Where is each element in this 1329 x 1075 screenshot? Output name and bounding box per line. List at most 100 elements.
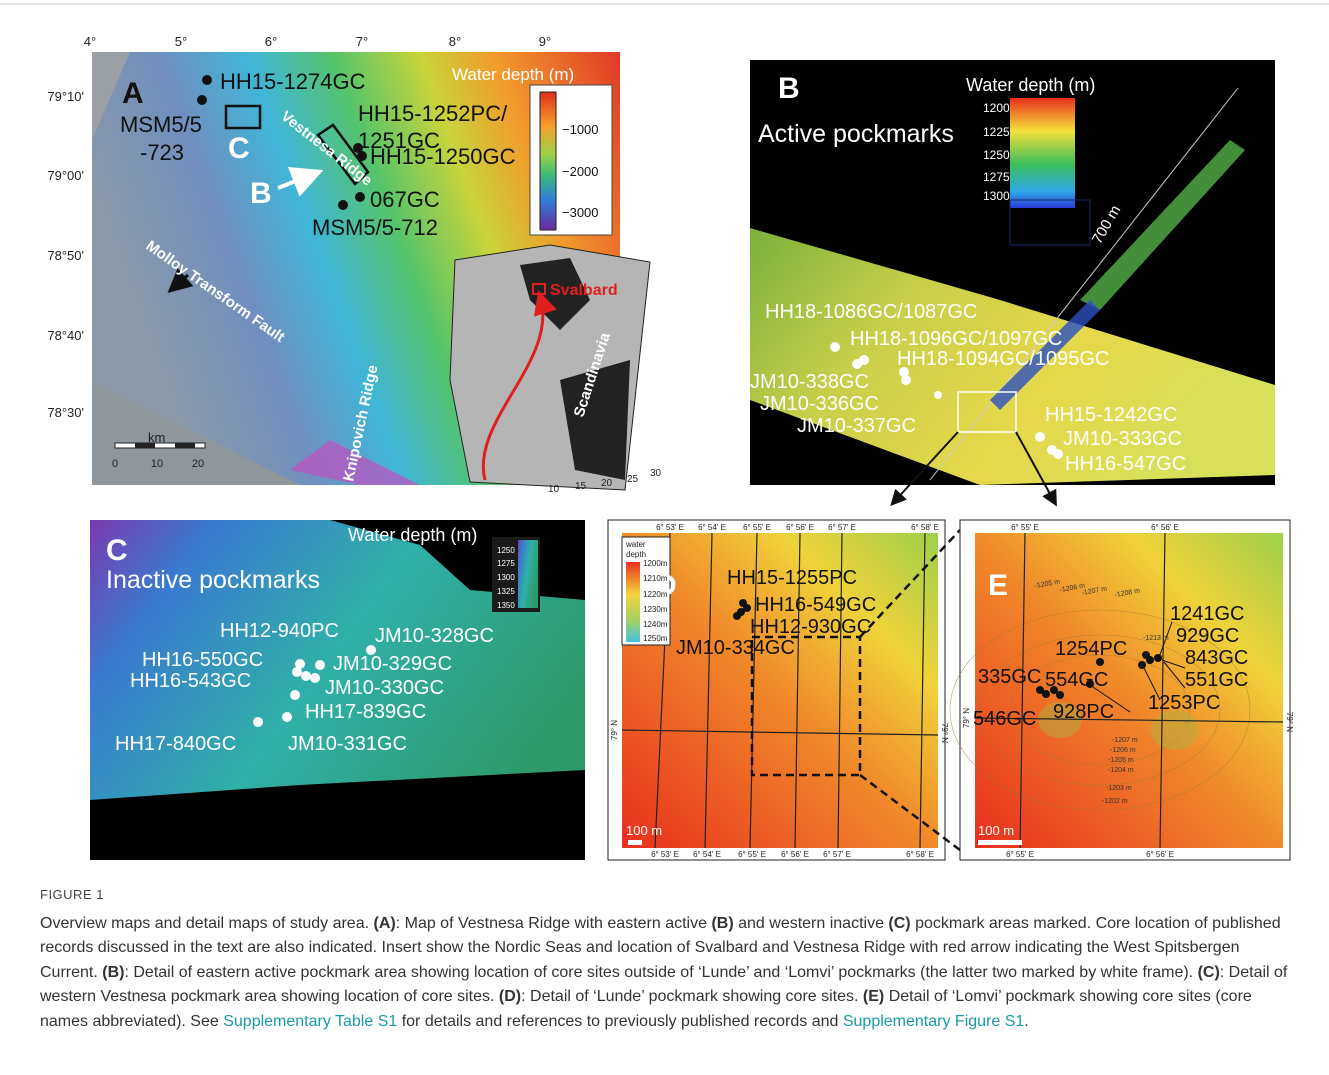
legend-tick-label: 1200 [983, 101, 1010, 115]
legend-tick-label: 1240m [643, 620, 668, 629]
caption-segment: (A) [374, 915, 396, 932]
site-label: HH15-1252PC/ [358, 101, 508, 126]
lon-tick-label: 6° 56' E [781, 850, 809, 859]
legend-title: water [625, 540, 646, 549]
site-dot [310, 673, 320, 683]
legend-tick-label: 1300 [497, 573, 515, 582]
legend-tick-label: 1210m [643, 574, 668, 583]
site-label: MSM5/5 [120, 112, 202, 137]
area-label: C [228, 132, 250, 165]
lon-tick-label: 6° 55' E [1006, 850, 1034, 859]
lat-tick-label: 78°40' [47, 328, 84, 343]
lon-tick-label: 8° [449, 34, 461, 49]
lon-tick-label: 5° [175, 34, 187, 49]
contour-label: -1204 m [1108, 767, 1134, 774]
legend-title: Water depth (m) [348, 525, 477, 545]
site-dot [290, 690, 300, 700]
inset-tick-label: 30 [650, 468, 662, 479]
caption-segment: (B) [102, 964, 124, 981]
site-dot [901, 375, 911, 385]
caption-segment: (B) [711, 915, 733, 932]
site-dot [1056, 691, 1064, 699]
legend-tick-label: 1225 [983, 125, 1010, 139]
caption-link[interactable]: Supplementary Figure S1 [843, 1013, 1024, 1030]
site-dot [1042, 690, 1050, 698]
legend-tick-label: 1250 [983, 148, 1010, 162]
legend-tick-label: −2000 [562, 164, 599, 179]
site-label: JM10-331GC [288, 733, 407, 755]
lat-label: 79° N [940, 723, 949, 743]
site-label: HH18-1096GC/1097GC [850, 328, 1062, 350]
site-label: JM10-330GC [325, 677, 444, 699]
site-dot [301, 671, 311, 681]
area-label: B [250, 177, 272, 210]
caption-segment: : Map of Vestnesa Ridge with eastern act… [396, 915, 712, 932]
site-label: HH15-1250GC [370, 144, 516, 169]
site-label: 1241GC [1170, 603, 1245, 625]
lon-tick-label: 9° [539, 34, 551, 49]
lon-tick-label: 6° 56' E [1151, 523, 1179, 532]
legend-tick-label: 1220m [643, 590, 668, 599]
site-label: 546GC [973, 708, 1036, 730]
legend-tick-label: 1230m [643, 605, 668, 614]
legend-tick-label: 1250 [497, 546, 515, 555]
site-label: HH12-930GC [750, 616, 871, 638]
caption-segment: (C) [888, 915, 910, 932]
pockmark [1151, 710, 1199, 750]
scale-tick-label: 0 [112, 458, 118, 470]
contour-label: -1202 m [1102, 798, 1128, 805]
site-dot [1138, 661, 1146, 669]
page: 4°5°6°7°8°9°79°10'79°00'78°50'78°40'78°3… [0, 0, 1329, 1075]
site-label: JM10-334GC [676, 637, 795, 659]
scale-label: 100 m [626, 823, 662, 838]
site-dot [338, 200, 348, 210]
scale-tick-label: 20 [192, 458, 204, 470]
contour-label: -1206 m [1110, 747, 1136, 754]
lon-tick-label: 7° [356, 34, 368, 49]
inset-tick-label: 20 [601, 478, 613, 489]
lat-tick-label: 78°50' [47, 248, 84, 263]
figure-label: FIGURE 1 [40, 883, 1292, 908]
site-label: HH17-839GC [305, 701, 426, 723]
color-bar [626, 562, 640, 642]
site-label: HH16-549GC [755, 594, 876, 616]
site-label: 928PC [1053, 701, 1114, 723]
legend-tick-label: 1275 [497, 559, 515, 568]
panel-letter: E [988, 569, 1008, 602]
legend-tick-label: −1000 [562, 122, 599, 137]
caption-text: Overview maps and detail maps of study a… [40, 912, 1292, 1035]
lon-tick-label: 6° 56' E [1146, 850, 1174, 859]
site-label: HH16-550GC [142, 649, 263, 671]
legend-title: Water depth (m) [452, 65, 574, 84]
caption-segment: Overview maps and detail maps of study a… [40, 915, 374, 932]
caption-segment: and western inactive [734, 915, 889, 932]
caption-segment: (E) [863, 988, 884, 1005]
contour-label: -1213 m [1143, 635, 1169, 642]
site-label: 551GC [1185, 669, 1248, 691]
caption-link[interactable]: Supplementary Table S1 [223, 1013, 397, 1030]
site-label: HH17-840GC [115, 733, 236, 755]
site-dot [859, 355, 869, 365]
color-bar [518, 540, 538, 608]
site-label: HH16-543GC [130, 670, 251, 692]
lat-tick-label: 79°10' [47, 89, 84, 104]
site-label: HH16-547GC [1065, 453, 1186, 475]
lon-tick-label: 6° 58' E [911, 523, 939, 532]
contour-label: -1205 m [1108, 757, 1134, 764]
figure-caption: FIGURE 1 Overview maps and detail maps o… [40, 883, 1292, 1034]
lon-tick-label: 6° 54' E [698, 523, 726, 532]
contour-label: -1207 m [1112, 737, 1138, 744]
inset-tick-label: 15 [575, 481, 587, 492]
inset-tick-label: 25 [627, 474, 639, 485]
site-dot [355, 192, 365, 202]
lat-label: 79° N [610, 720, 619, 740]
panel-letter: C [106, 534, 128, 567]
feature-label: Svalbard [550, 282, 618, 299]
lon-tick-label: 6° 55' E [738, 850, 766, 859]
site-label: HH15-1274GC [220, 69, 366, 94]
site-dot [292, 667, 302, 677]
color-bar [540, 92, 556, 230]
legend-tick-label: 1200m [643, 559, 668, 568]
lon-tick-label: 6° 53' E [656, 523, 684, 532]
scale-label: 100 m [978, 823, 1014, 838]
